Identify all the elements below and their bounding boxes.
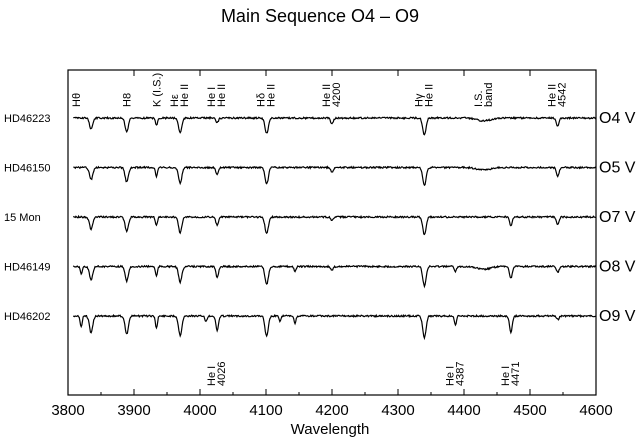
annotation-label: Hγ: [413, 93, 425, 107]
x-tick-label: 4600: [579, 402, 612, 419]
annotation-label: He II: [547, 84, 559, 107]
annotation-label-secondary: He II: [216, 84, 228, 107]
spectrum-line: [73, 115, 597, 136]
series-labels: HD46223 O4 V HD46150 O5 V 15 Mon O7 V HD46149 O…: [4, 110, 636, 325]
annotation-label: He II: [321, 84, 333, 107]
annotation-label-secondary: He II: [266, 84, 278, 107]
annotation-label: K (I.S.): [151, 73, 163, 107]
annotation-label-secondary: 4542: [557, 83, 569, 107]
x-tick-label: 4300: [381, 402, 414, 419]
annotation-label: I.S.: [473, 90, 485, 107]
spectrum-line: [72, 313, 597, 341]
annotation-label: Hθ: [71, 93, 83, 107]
x-axis-label: Wavelength: [291, 421, 370, 438]
spectral-type-label: O4 V: [599, 110, 636, 127]
line-annotation: He IHe II: [206, 84, 228, 107]
annotation-label-secondary: 4387: [454, 362, 466, 386]
x-tick-label: 3900: [117, 402, 150, 419]
star-name-label: HD46223: [4, 113, 50, 125]
line-annotation: Hθ: [71, 93, 83, 107]
star-name-label: 15 Mon: [4, 212, 41, 224]
chart-title: Main Sequence O4 – O9: [221, 6, 419, 26]
line-annotation: K (I.S.): [151, 73, 163, 107]
star-name-label: HD46150: [4, 163, 50, 175]
annotation-label-secondary: 4026: [216, 362, 228, 386]
spectral-type-label: O9 V: [599, 308, 636, 325]
annotation-label-secondary: 4200: [331, 83, 343, 107]
x-axis: 3800 3900 4000 4100 4200 4300 4400 4500 4600: [51, 70, 613, 419]
x-tick-label: 4400: [447, 402, 480, 419]
annotation-label: Hδ: [256, 93, 268, 107]
annotation-label: He I: [444, 366, 456, 386]
spectral-type-label: O7 V: [599, 209, 636, 226]
annotation-label: Hε: [169, 94, 181, 107]
spectral-type-label: O5 V: [599, 160, 636, 177]
spectrum-line: [72, 264, 597, 289]
line-annotation: I.S.band: [473, 83, 495, 107]
annotation-label: He I: [500, 366, 512, 386]
spectral-type-label: O8 V: [599, 259, 636, 276]
annotation-label: He I: [206, 366, 218, 386]
annotation-label-secondary: He II: [179, 84, 191, 107]
x-tick-label: 4200: [315, 402, 348, 419]
annotation-label: He I: [206, 87, 218, 107]
spectrum-line: [73, 165, 597, 187]
annotation-label-secondary: band: [483, 83, 495, 107]
annotation-label-secondary: He II: [423, 84, 435, 107]
annotation-label: H8: [122, 93, 134, 107]
star-name-label: HD46149: [4, 262, 50, 274]
annotation-label-secondary: 4471: [510, 362, 522, 386]
x-tick-label: 4100: [249, 402, 282, 419]
spectra-series: [72, 115, 597, 341]
x-tick-label: 4000: [183, 402, 216, 419]
x-tick-label: 4500: [513, 402, 546, 419]
line-annotation: H8: [122, 93, 134, 107]
x-tick-label: 3800: [51, 402, 84, 419]
spectrum-line: [72, 214, 597, 236]
star-name-label: HD46202: [4, 311, 50, 323]
